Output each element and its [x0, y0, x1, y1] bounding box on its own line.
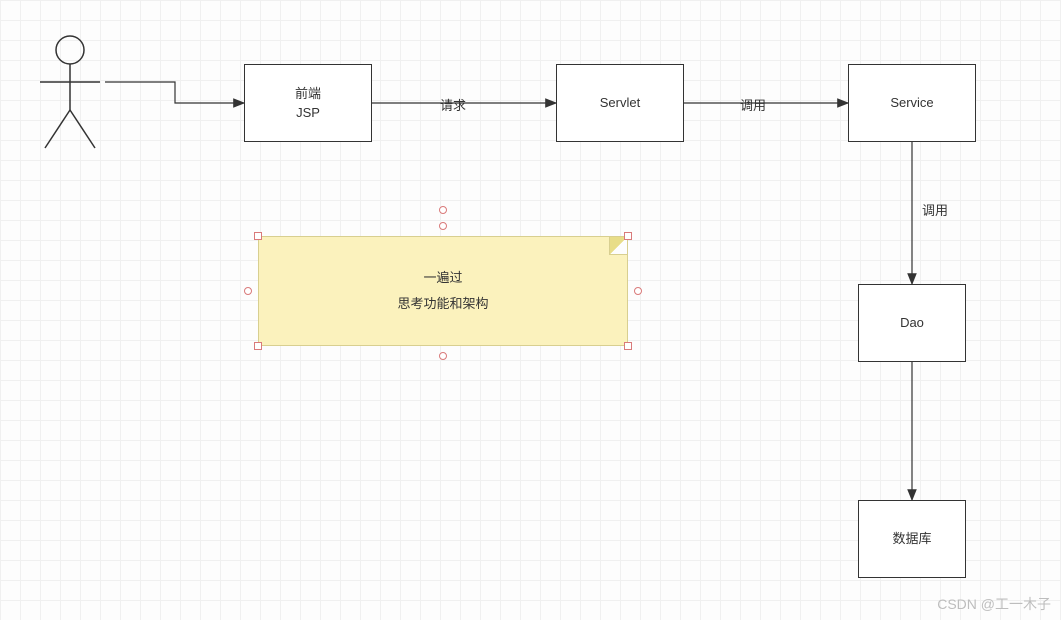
- node-label: 前端: [295, 84, 321, 104]
- edge-label-request: 请求: [440, 95, 466, 114]
- actor-icon: [30, 30, 120, 160]
- node-label: Service: [890, 93, 933, 113]
- node-label: Servlet: [600, 93, 640, 113]
- selection-handle-sw[interactable]: [254, 342, 262, 350]
- node-label: JSP: [296, 103, 320, 123]
- node-jsp[interactable]: 前端 JSP: [244, 64, 372, 142]
- note-line: 一遍过: [423, 265, 462, 291]
- selection-handle-n[interactable]: [439, 222, 447, 230]
- selection-handle-se[interactable]: [624, 342, 632, 350]
- note-line: 思考功能和架构: [397, 291, 488, 317]
- diagram-canvas: 前端 JSP Servlet Service Dao 数据库 请求 调用 调用 …: [0, 0, 1061, 620]
- edge-label-invoke1: 调用: [740, 95, 766, 114]
- edge-label-invoke2: 调用: [922, 200, 948, 219]
- node-servlet[interactable]: Servlet: [556, 64, 684, 142]
- sticky-note[interactable]: 一遍过 思考功能和架构: [258, 236, 628, 346]
- node-service[interactable]: Service: [848, 64, 976, 142]
- selection-handle-nw[interactable]: [254, 232, 262, 240]
- node-label: Dao: [900, 313, 924, 333]
- selection-handle-w[interactable]: [244, 287, 252, 295]
- node-dao[interactable]: Dao: [858, 284, 966, 362]
- selection-handle-s[interactable]: [439, 352, 447, 360]
- rotation-handle[interactable]: [439, 206, 447, 214]
- node-label: 数据库: [892, 529, 931, 549]
- node-database[interactable]: 数据库: [858, 500, 966, 578]
- selection-handle-e[interactable]: [634, 287, 642, 295]
- watermark-text: CSDN @工一木子: [937, 594, 1051, 614]
- selection-handle-ne[interactable]: [624, 232, 632, 240]
